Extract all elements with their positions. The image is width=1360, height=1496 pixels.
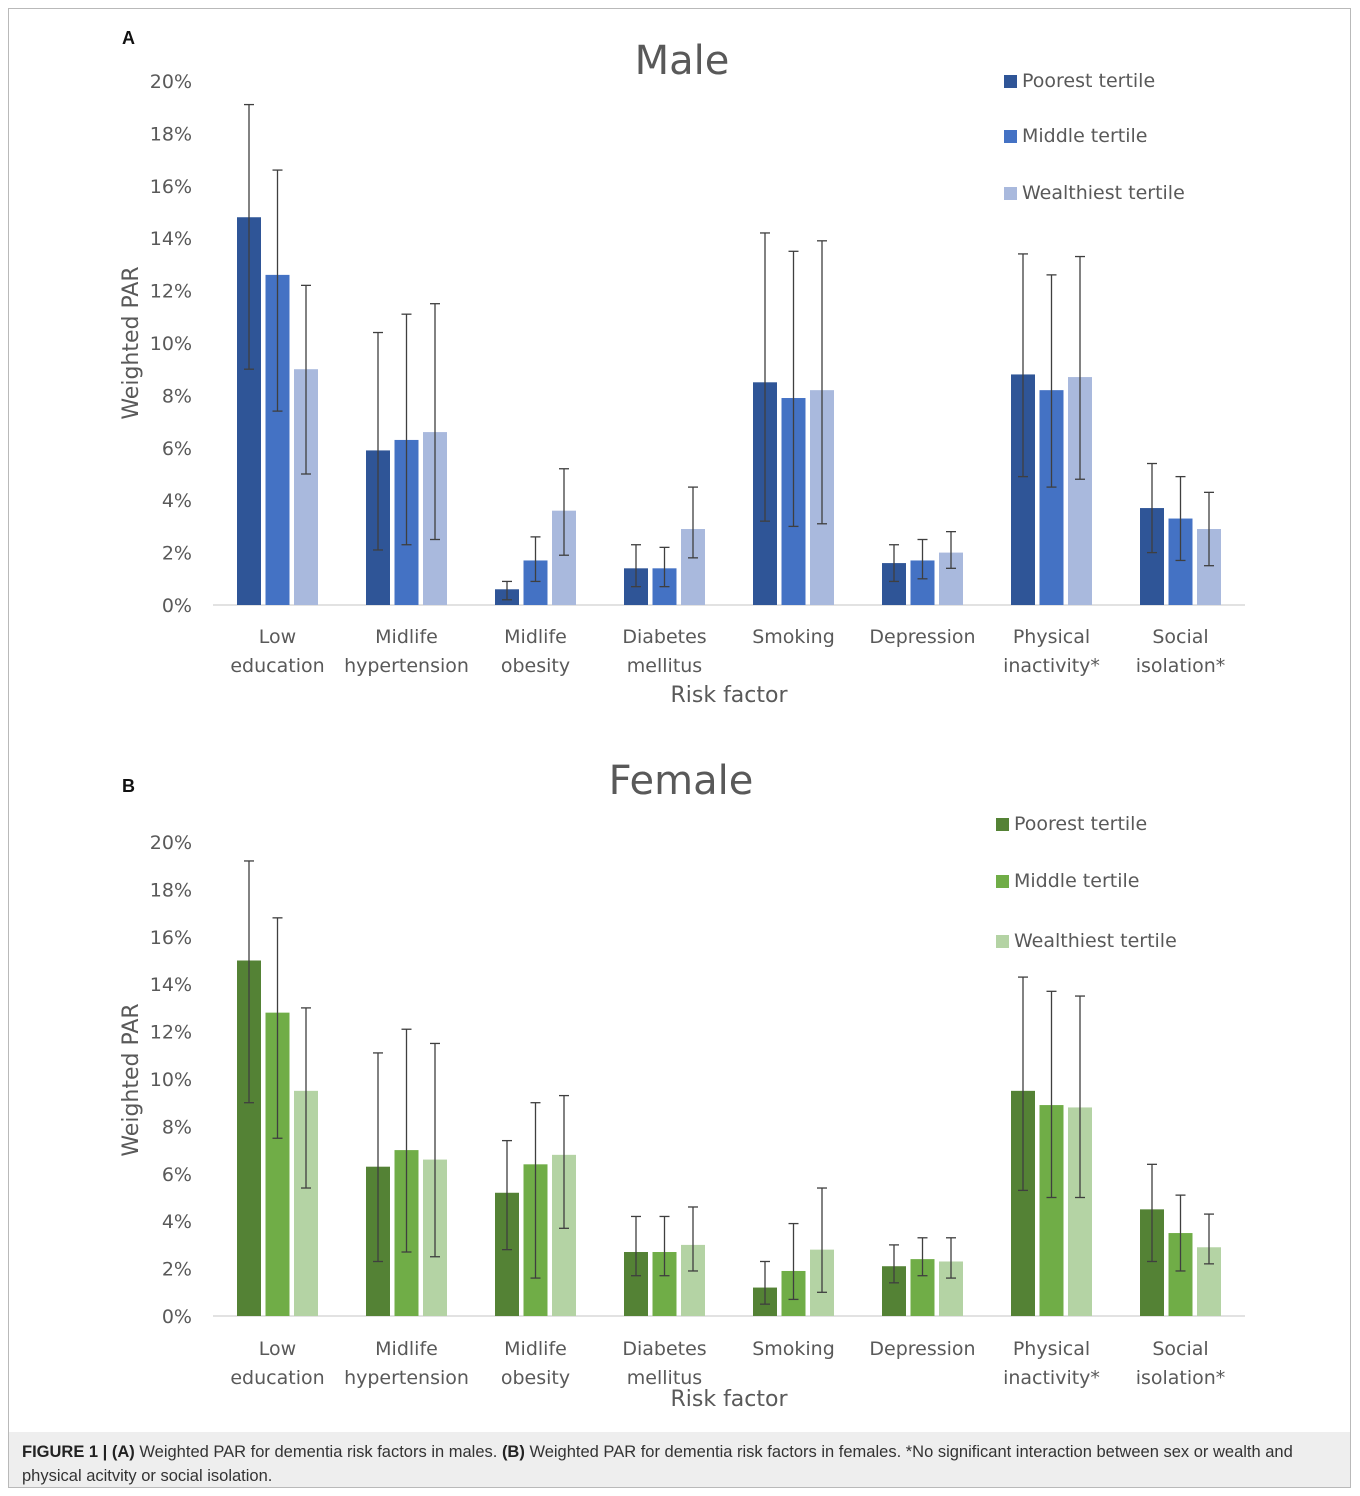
x-tick-label: hypertension <box>344 1367 469 1389</box>
legend-label: Poorest tertile <box>1022 70 1155 92</box>
y-tick-label: 14% <box>150 974 192 996</box>
x-tick-label: mellitus <box>627 1367 702 1389</box>
y-tick-label: 20% <box>150 832 192 854</box>
y-tick-label: 16% <box>150 176 192 198</box>
x-tick-label: Midlife <box>375 1338 438 1360</box>
x-tick-label: Low <box>259 1338 296 1360</box>
x-tick-label: isolation* <box>1136 1367 1226 1389</box>
x-tick-label: hypertension <box>344 655 469 677</box>
y-tick-label: 4% <box>162 490 192 512</box>
chart-panel-male: A Male 0% 2% 4% 6% 8% 10% 12% 14% 16% 18% 20% Low educ… <box>119 28 1245 708</box>
y-tick-label: 16% <box>150 927 192 949</box>
y-tick-label: 2% <box>162 1259 192 1281</box>
y-tick-label: 0% <box>162 1306 192 1328</box>
x-tick-label: obesity <box>501 655 570 677</box>
y-tick-label: 18% <box>150 123 192 145</box>
figure-svg: A Male 0% 2% 4% 6% 8% 10% 12% 14% 16% 18% 20% Low educ… <box>119 28 1245 1412</box>
legend-label: Wealthiest tertile <box>1022 182 1185 204</box>
y-tick-label: 20% <box>150 71 192 93</box>
legend-swatch <box>1004 130 1017 143</box>
y-tick-label: 18% <box>150 879 192 901</box>
x-tick-label: Diabetes <box>622 626 706 648</box>
y-tick-label: 6% <box>162 1164 192 1186</box>
y-tick-label: 12% <box>150 1022 192 1044</box>
y-tick-label: 14% <box>150 228 192 250</box>
legend-swatch <box>996 818 1009 831</box>
x-tick-label: Smoking <box>752 1338 835 1360</box>
chart-title: Male <box>635 38 730 84</box>
legend-label: Middle tertile <box>1022 125 1147 147</box>
y-axis-title: Weighted PAR <box>119 266 144 419</box>
x-tick-label: Midlife <box>375 626 438 648</box>
caption-a-label: (A) <box>111 1443 135 1461</box>
legend-swatch <box>1004 187 1017 200</box>
x-tick-label: mellitus <box>627 655 702 677</box>
x-tick-label: Diabetes <box>622 1338 706 1360</box>
x-tick-label: obesity <box>501 1367 570 1389</box>
x-tick-label: Social <box>1152 1338 1208 1360</box>
y-tick-label: 6% <box>162 438 192 460</box>
x-tick-label: Physical <box>1013 1338 1090 1360</box>
x-axis-title: Risk factor <box>670 683 788 708</box>
legend-label: Middle tertile <box>1014 870 1139 892</box>
legend-label: Poorest tertile <box>1014 813 1147 835</box>
x-tick-label: Social <box>1152 626 1208 648</box>
x-tick-label: inactivity* <box>1003 1367 1100 1389</box>
y-tick-label: 0% <box>162 595 192 617</box>
panel-label: A <box>122 28 135 48</box>
y-tick-label: 8% <box>162 385 192 407</box>
y-tick-label: 12% <box>150 281 192 303</box>
caption-band <box>9 1432 1350 1487</box>
y-tick-label: 4% <box>162 1211 192 1233</box>
caption-figure-label: FIGURE 1 | <box>22 1443 108 1461</box>
legend-swatch <box>996 935 1009 948</box>
x-tick-label: isolation* <box>1136 655 1226 677</box>
x-axis-title: Risk factor <box>670 1387 788 1412</box>
y-tick-label: 10% <box>150 1069 192 1091</box>
x-tick-label: Depression <box>869 626 975 648</box>
x-tick-label: Smoking <box>752 626 835 648</box>
legend-swatch <box>996 875 1009 888</box>
x-tick-label: Depression <box>869 1338 975 1360</box>
y-axis-title: Weighted PAR <box>119 1003 144 1156</box>
chart-panel-female: B Female 0% 2% 4% 6% 8% 10% 12% 14% 16% 18% 20% Low ed… <box>119 758 1245 1412</box>
x-tick-label: Midlife <box>504 1338 567 1360</box>
panel-label: B <box>122 776 135 796</box>
figure-frame <box>8 8 1351 1488</box>
x-tick-label: Low <box>259 626 296 648</box>
caption-b-text: Weighted PAR for dementia risk factors i… <box>22 1443 1293 1485</box>
x-tick-label: Physical <box>1013 626 1090 648</box>
y-tick-label: 10% <box>150 333 192 355</box>
x-tick-label: education <box>230 655 324 677</box>
legend-label: Wealthiest tertile <box>1014 930 1177 952</box>
x-tick-label: Midlife <box>504 626 567 648</box>
caption-a-text: Weighted PAR for dementia risk factors i… <box>139 1443 498 1461</box>
figure-caption: FIGURE 1 | (A) Weighted PAR for dementia… <box>22 1440 1338 1488</box>
y-tick-label: 8% <box>162 1116 192 1138</box>
x-tick-label: inactivity* <box>1003 655 1100 677</box>
y-tick-label: 2% <box>162 543 192 565</box>
caption-b-label: (B) <box>501 1443 525 1461</box>
chart-title: Female <box>609 758 754 804</box>
legend-swatch <box>1004 75 1017 88</box>
x-tick-label: education <box>230 1367 324 1389</box>
